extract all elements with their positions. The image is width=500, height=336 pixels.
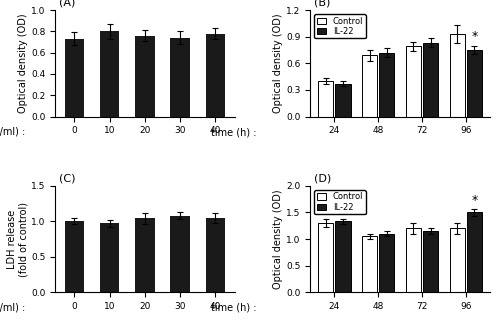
Bar <box>64 39 84 117</box>
Text: *: * <box>472 194 478 207</box>
Text: time (h) :: time (h) : <box>212 127 257 137</box>
Bar <box>362 237 378 292</box>
Bar <box>406 228 421 292</box>
Text: IL-22 (ng/ml) :: IL-22 (ng/ml) : <box>0 127 26 137</box>
Text: *: * <box>472 30 478 43</box>
Y-axis label: Optical density (OD): Optical density (OD) <box>18 13 28 113</box>
Bar <box>64 221 84 292</box>
Text: time (h) :: time (h) : <box>212 303 257 313</box>
Bar <box>170 216 190 292</box>
Y-axis label: Optical density (OD): Optical density (OD) <box>274 189 283 289</box>
Bar <box>406 46 421 117</box>
Bar <box>362 55 378 117</box>
Text: (D): (D) <box>314 174 331 184</box>
Bar <box>423 231 438 292</box>
Bar <box>379 234 394 292</box>
Bar <box>318 81 334 117</box>
Bar <box>450 228 465 292</box>
Bar <box>100 31 119 117</box>
Text: (A): (A) <box>58 0 75 8</box>
Legend: Control, IL-22: Control, IL-22 <box>314 190 366 214</box>
Legend: Control, IL-22: Control, IL-22 <box>314 14 366 39</box>
Y-axis label: LDH release
(fold of control): LDH release (fold of control) <box>6 202 28 277</box>
Text: IL-22 (ng/ml) :: IL-22 (ng/ml) : <box>0 303 26 313</box>
Bar <box>135 218 154 292</box>
Bar <box>135 36 154 117</box>
Bar <box>318 223 334 292</box>
Bar <box>170 38 190 117</box>
Bar <box>450 34 465 117</box>
Y-axis label: Optical density (OD): Optical density (OD) <box>274 13 283 113</box>
Bar <box>467 50 482 117</box>
Bar <box>206 34 225 117</box>
Bar <box>100 223 119 292</box>
Text: (C): (C) <box>58 174 75 184</box>
Bar <box>335 221 350 292</box>
Text: (B): (B) <box>314 0 330 8</box>
Bar <box>206 218 225 292</box>
Bar <box>335 84 350 117</box>
Bar <box>423 43 438 117</box>
Bar <box>379 53 394 117</box>
Bar <box>467 212 482 292</box>
